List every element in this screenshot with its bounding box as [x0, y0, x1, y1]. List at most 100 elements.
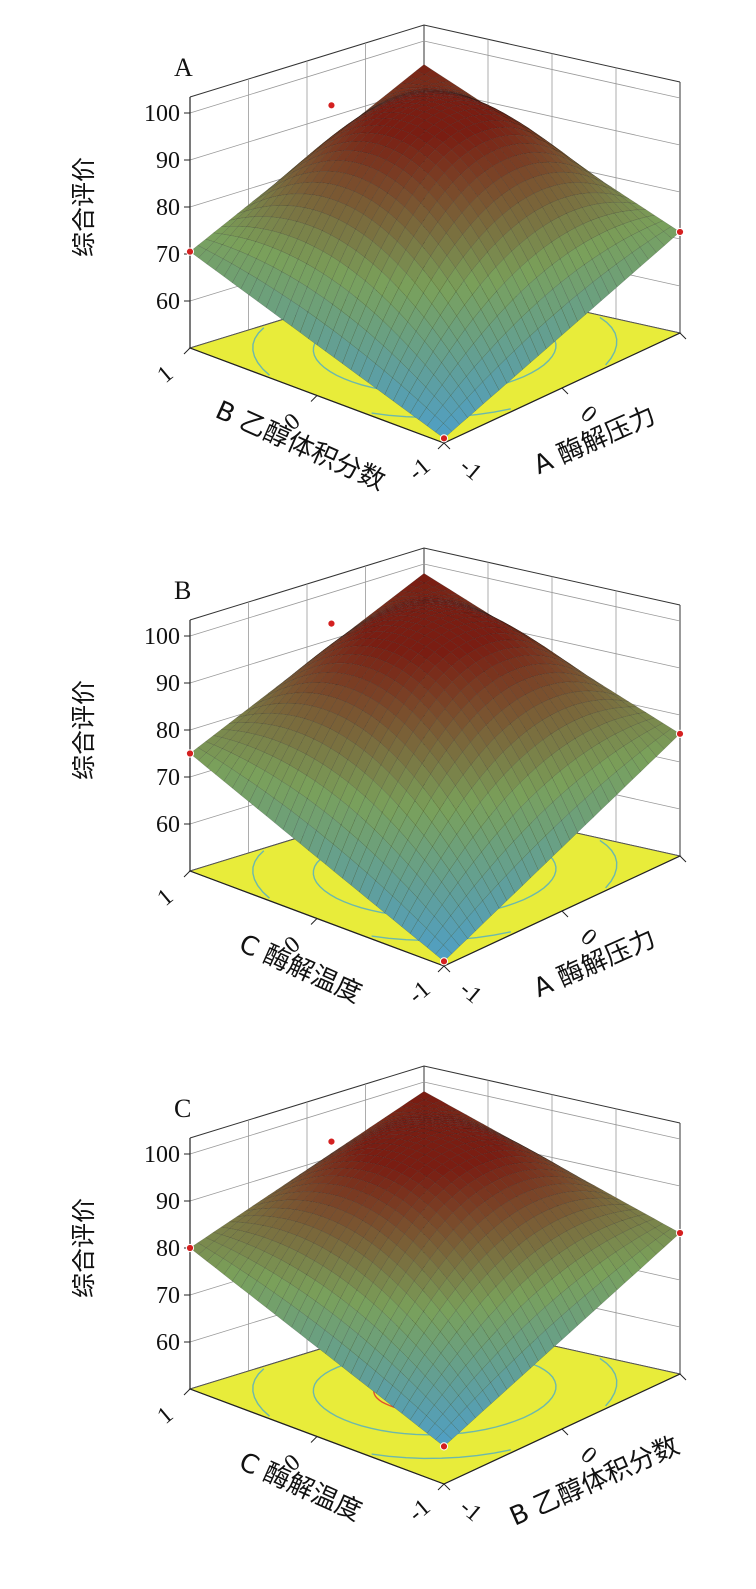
surface-cell	[285, 1191, 304, 1201]
surface-cell	[338, 1244, 356, 1264]
surface-cell	[257, 791, 275, 817]
surface-cell	[388, 1244, 406, 1265]
surface-cell	[506, 866, 523, 894]
surface-cell	[466, 649, 484, 663]
surface-cell	[475, 1122, 493, 1130]
surface-cell	[490, 1158, 508, 1168]
surface-cell	[567, 247, 585, 271]
surface-cell	[426, 415, 444, 433]
surface-cell	[400, 1147, 418, 1157]
surface-cell	[462, 96, 479, 102]
surface-cell	[214, 244, 232, 260]
surface-cell	[424, 78, 443, 85]
surface-cell	[438, 232, 456, 256]
surface-cell	[407, 1096, 426, 1105]
surface-cell	[271, 205, 289, 219]
x-tick-label: -1	[403, 976, 435, 1009]
z-tick-label: 100	[144, 101, 180, 127]
surface-cell	[517, 180, 535, 199]
surface-cell	[284, 162, 301, 176]
surface-cell	[427, 1196, 445, 1214]
surface-cell	[523, 664, 541, 677]
surface-cell	[464, 318, 482, 344]
surface-cell	[438, 604, 455, 608]
surface-cell	[559, 252, 577, 277]
surface-cell	[485, 698, 503, 718]
surface-cell	[370, 187, 388, 207]
surface-cell	[282, 1283, 300, 1305]
x-tick-label: 1	[153, 1402, 179, 1430]
surface-cell	[397, 1130, 416, 1136]
surface-cell	[480, 616, 497, 623]
surface-cell	[301, 151, 318, 165]
surface-cell	[432, 338, 450, 363]
x-tick-label: -1	[403, 453, 435, 486]
surface-cell	[497, 627, 514, 635]
surface-cell	[520, 1298, 538, 1323]
surface-cell	[363, 219, 381, 242]
surface-cell	[416, 81, 435, 87]
y-tick-label: -1	[454, 453, 486, 486]
surface-cell	[457, 117, 475, 128]
surface-cell	[557, 183, 575, 198]
surface-cell	[400, 1101, 418, 1109]
surface-cell	[468, 1207, 486, 1225]
surface-cell	[414, 1132, 433, 1140]
surface-cell	[352, 1179, 370, 1193]
surface-cell	[560, 1286, 578, 1310]
surface-cell	[198, 1247, 216, 1262]
surface-cell	[345, 689, 363, 707]
surface-cell	[529, 1156, 547, 1165]
surface-cell	[472, 108, 490, 115]
surface-cell	[575, 753, 593, 776]
surface-cell	[559, 1266, 577, 1288]
surface-cell	[306, 1159, 324, 1170]
surface-cell	[374, 320, 392, 347]
surface-cell	[466, 1377, 483, 1399]
surface-cell	[485, 182, 503, 202]
surface-cell	[236, 208, 255, 219]
surface-cell	[405, 236, 423, 260]
surface-cell	[384, 895, 402, 921]
surface-cell	[432, 1352, 450, 1375]
surface-cell	[346, 723, 364, 745]
surface-cell	[376, 649, 394, 662]
y-tick	[679, 855, 687, 863]
surface-cell	[414, 99, 433, 106]
surface-cell	[425, 124, 443, 137]
surface-cell	[568, 294, 586, 322]
surface-cell	[451, 1414, 468, 1433]
surface-cell	[316, 1329, 334, 1355]
surface-cell	[442, 86, 459, 91]
surface-cell	[267, 175, 285, 190]
surface-cell	[365, 625, 384, 633]
surface-cell	[240, 779, 258, 803]
surface-cell	[412, 1213, 429, 1232]
surface-cell	[498, 358, 516, 384]
surface-cell	[574, 207, 592, 225]
surface-cell	[463, 1290, 481, 1314]
z-axis-label: 综合评价	[72, 157, 98, 257]
surface-cell	[346, 209, 364, 230]
surface-cell	[570, 1178, 588, 1187]
surface-cell	[481, 120, 499, 130]
surface-cell	[479, 768, 497, 794]
surface-cell	[244, 705, 263, 716]
surface-cell	[373, 787, 391, 814]
surface-cell	[544, 264, 561, 290]
surface-cell	[492, 676, 510, 694]
design-point-front	[439, 1442, 449, 1451]
surface-cell	[400, 1156, 418, 1167]
surface-cell	[317, 1162, 335, 1172]
surface-cell	[466, 908, 484, 932]
surface-cell	[451, 158, 469, 175]
surface-cell	[303, 692, 321, 707]
surface-cell	[354, 195, 372, 215]
surface-cell	[402, 159, 420, 177]
surface-cell	[416, 582, 434, 591]
surface-cell	[353, 178, 371, 196]
surface-cell	[221, 226, 239, 236]
surface-cell	[551, 748, 569, 772]
x-tick	[437, 965, 445, 973]
surface-cell	[323, 1150, 341, 1161]
